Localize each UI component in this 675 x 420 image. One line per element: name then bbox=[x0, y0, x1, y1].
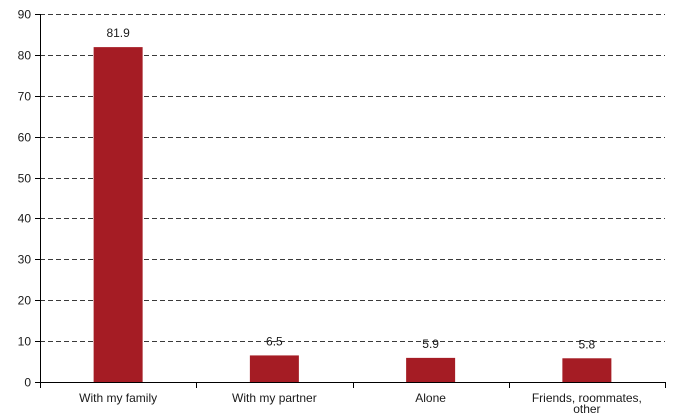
bar bbox=[93, 47, 143, 383]
category-label: Alone bbox=[415, 391, 446, 405]
axes bbox=[35, 14, 666, 388]
data-label: 5.9 bbox=[422, 337, 439, 351]
category-label: With my family bbox=[79, 391, 157, 405]
y-tick-label: 70 bbox=[18, 90, 32, 104]
category-label: With my partner bbox=[232, 391, 317, 405]
y-tick-label: 50 bbox=[18, 172, 32, 186]
y-tick-label: 10 bbox=[18, 335, 32, 349]
bars bbox=[93, 47, 612, 383]
y-tick-label: 20 bbox=[18, 294, 32, 308]
data-label: 5.8 bbox=[579, 337, 596, 351]
y-tick-label: 40 bbox=[18, 212, 32, 226]
y-tick-label: 90 bbox=[18, 8, 32, 22]
y-tick-label: 80 bbox=[18, 49, 32, 63]
data-label: 6.5 bbox=[266, 334, 283, 348]
data-label: 81.9 bbox=[106, 26, 130, 40]
labels: 0 10 20 30 40 50 60 70 80 90 81.9 With my family 6.5… bbox=[18, 8, 642, 417]
y-tick-label: 60 bbox=[18, 131, 32, 145]
bar bbox=[562, 358, 612, 382]
bar bbox=[406, 357, 456, 382]
category-label: other bbox=[573, 402, 600, 416]
category-label: Friends, roommates, bbox=[532, 391, 642, 405]
gridlines bbox=[40, 14, 665, 342]
y-tick-label: 30 bbox=[18, 253, 32, 267]
y-tick-label: 0 bbox=[24, 376, 31, 390]
bar bbox=[249, 355, 299, 382]
